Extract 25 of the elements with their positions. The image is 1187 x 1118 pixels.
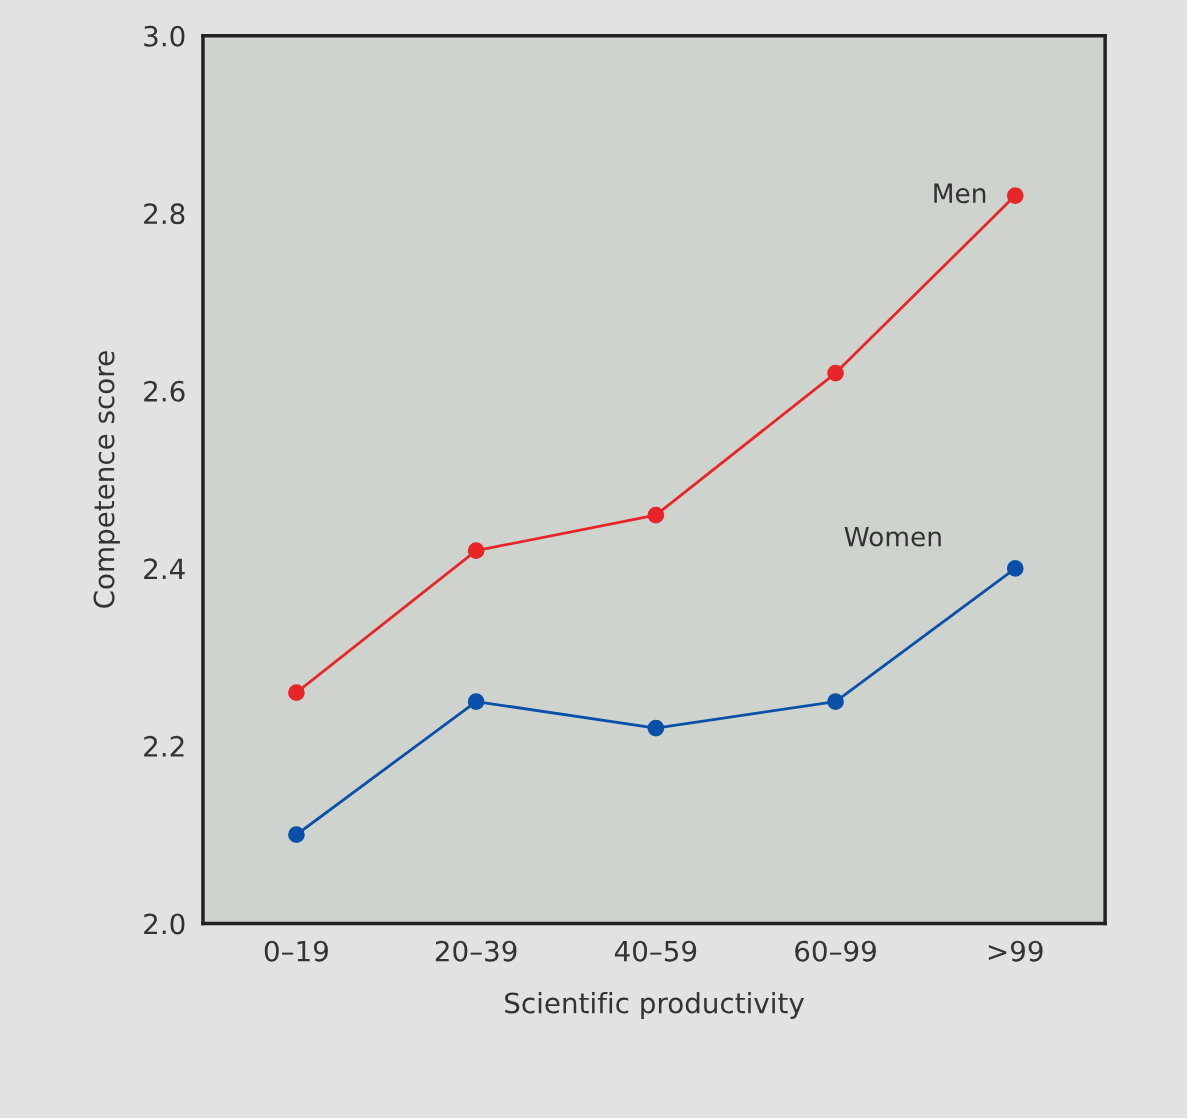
point — [288, 684, 305, 702]
y-axis-title: Competence score — [93, 351, 120, 608]
point — [647, 506, 665, 524]
y-tick-label: 2.6 — [144, 380, 185, 402]
point — [647, 719, 665, 737]
point — [467, 542, 485, 559]
point — [467, 693, 485, 710]
x-tick-label: 0–19 — [264, 940, 328, 962]
x-tick-label: 40–59 — [614, 940, 697, 962]
point — [1006, 187, 1024, 204]
y-tick-label: 2.8 — [144, 203, 185, 225]
y-tick-label: 3.0 — [144, 25, 185, 47]
text: Women — [844, 527, 941, 547]
point — [1006, 560, 1024, 577]
point — [827, 364, 844, 382]
x-tick-label: >99 — [988, 940, 1043, 962]
series-label: Men — [934, 183, 986, 204]
point — [827, 693, 844, 710]
point — [288, 826, 305, 844]
x-tick-label: 60–99 — [795, 940, 876, 962]
y-tick-label: 2.2 — [144, 735, 184, 757]
y-tick-label: 2.4 — [144, 558, 185, 579]
y-tick-label: 2.0 — [144, 913, 185, 935]
x-axis-title: Scientific productivity — [505, 992, 804, 1019]
x-tick-label: 20–39 — [435, 940, 517, 962]
